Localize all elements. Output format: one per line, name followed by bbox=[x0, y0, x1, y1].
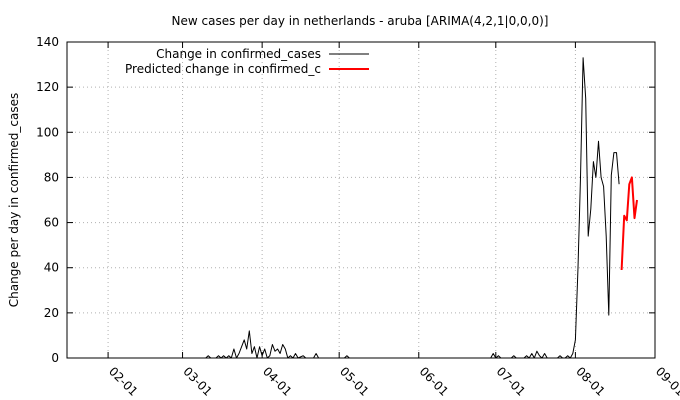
x-tick-label: 08-01 bbox=[573, 364, 608, 399]
x-tick-label: 03-01 bbox=[180, 364, 215, 399]
x-tick-label: 02-01 bbox=[106, 364, 141, 399]
plot-frame bbox=[66, 41, 656, 359]
x-tick-label: 07-01 bbox=[494, 364, 529, 399]
y-tick-label: 20 bbox=[44, 306, 59, 320]
y-tick-label: 60 bbox=[44, 216, 59, 230]
y-tick-label: 100 bbox=[36, 125, 59, 139]
y-tick-label: 40 bbox=[44, 261, 59, 275]
x-tick-label: 04-01 bbox=[260, 364, 295, 399]
y-axis: 0 20 40 60 80 100 120 140 bbox=[36, 35, 655, 365]
y-tick-label: 120 bbox=[36, 80, 59, 94]
x-tick-label: 06-01 bbox=[417, 364, 452, 399]
legend-label-2: Predicted change in confirmed_c bbox=[125, 62, 321, 76]
chart-title: New cases per day in netherlands - aruba… bbox=[172, 14, 549, 28]
y-tick-label: 0 bbox=[51, 351, 59, 365]
x-axis: 02-01 03-01 04-01 05-01 06-01 07-01 08-01 09-01 bbox=[106, 42, 680, 399]
y-axis-label: Change per day in confirmed_cases bbox=[7, 93, 21, 308]
grid-lines bbox=[67, 42, 656, 358]
series-line-1 bbox=[182, 57, 620, 359]
y-tick-label: 140 bbox=[36, 35, 59, 49]
x-tick-label: 09-01 bbox=[653, 364, 680, 399]
x-tick-label: 05-01 bbox=[337, 364, 372, 399]
series-lines bbox=[182, 57, 638, 359]
series-line-2 bbox=[620, 176, 638, 271]
legend-label-1: Change in confirmed_cases bbox=[156, 47, 321, 61]
y-tick-label: 80 bbox=[44, 170, 59, 184]
